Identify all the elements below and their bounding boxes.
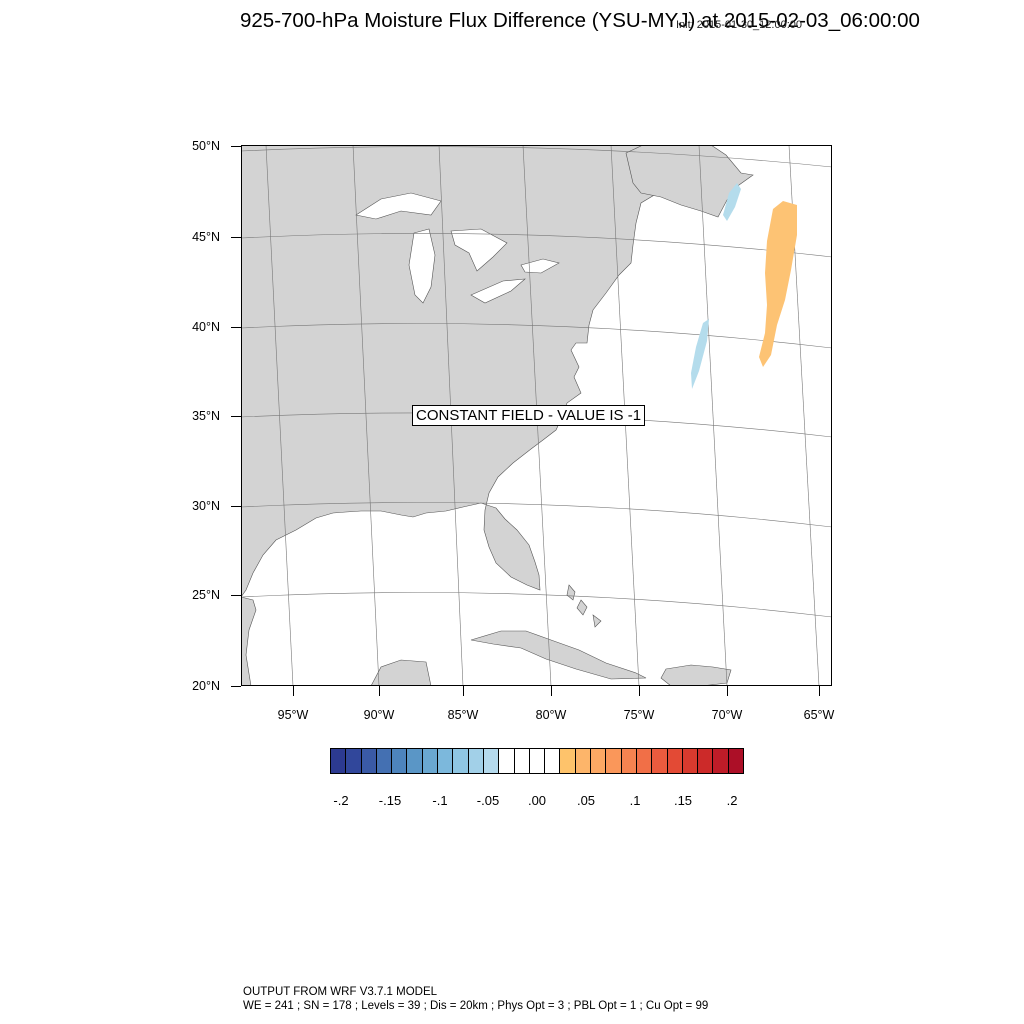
lat-tick xyxy=(231,416,241,417)
lat-label: 50°N xyxy=(192,139,220,153)
colorbar-label: .00 xyxy=(527,793,547,808)
great-lakes xyxy=(355,192,560,304)
colorbar-cell xyxy=(728,749,744,773)
init-time-label: Init: 2015-01-30_12:00:00 xyxy=(676,19,802,31)
hispaniola-island xyxy=(660,664,732,686)
flux-anomaly-contours xyxy=(691,183,797,389)
colorbar-label: .2 xyxy=(726,793,738,808)
positive-anomaly-offshore xyxy=(759,201,797,367)
colorbar-cell xyxy=(591,749,607,773)
colorbar-label: .15 xyxy=(673,793,693,808)
yucatan-land xyxy=(370,659,432,686)
lat-label: 30°N xyxy=(192,499,220,513)
colorbar-cell xyxy=(468,749,484,773)
lon-tick xyxy=(727,686,728,696)
colorbar-label: -.15 xyxy=(378,793,402,808)
north-america-land xyxy=(241,145,697,598)
negative-anomaly-offshore xyxy=(691,319,709,389)
colorbar-cell xyxy=(483,749,500,773)
lon-tick xyxy=(379,686,380,696)
colorbar-cell xyxy=(560,749,576,773)
colorbar-cell xyxy=(636,749,653,773)
lat-tick xyxy=(231,327,241,328)
bahamas-islands xyxy=(566,584,602,628)
lon-label: 65°W xyxy=(803,708,835,722)
lat-label: 25°N xyxy=(192,588,220,602)
lat-tick xyxy=(231,237,241,238)
colorbar-cell xyxy=(407,749,423,773)
colorbar-cell xyxy=(331,749,347,773)
cuba-island xyxy=(470,630,647,680)
lat-label: 35°N xyxy=(192,409,220,423)
colorbar-cell xyxy=(438,749,454,773)
colorbar-cell xyxy=(422,749,439,773)
land-layer xyxy=(241,145,754,686)
colorbar-cell xyxy=(713,749,729,773)
colorbar-cell xyxy=(453,749,469,773)
lake-ontario xyxy=(520,258,560,274)
map-panel xyxy=(241,145,832,686)
lat-label: 20°N xyxy=(192,679,220,693)
lat-tick xyxy=(231,595,241,596)
footer-line-1: OUTPUT FROM WRF V3.7.1 MODEL xyxy=(243,986,438,998)
lat-tick xyxy=(231,506,241,507)
model-info-footer: OUTPUT FROM WRF V3.7.1 MODEL WE = 241 ; … xyxy=(243,985,708,1013)
colorbar xyxy=(330,748,744,774)
lon-tick xyxy=(551,686,552,696)
atlantic-canada-land xyxy=(625,145,754,218)
lon-tick xyxy=(639,686,640,696)
lon-label: 85°W xyxy=(447,708,479,722)
lon-label: 90°W xyxy=(363,708,395,722)
colorbar-label: .1 xyxy=(629,793,641,808)
lon-tick xyxy=(463,686,464,696)
colorbar-cell xyxy=(361,749,377,773)
lat-label: 45°N xyxy=(192,230,220,244)
map-canvas xyxy=(241,145,832,686)
lat-tick xyxy=(231,686,241,687)
lake-superior xyxy=(355,192,442,220)
colorbar-cell xyxy=(698,749,714,773)
colorbar-cell xyxy=(575,749,592,773)
constant-field-label: CONSTANT FIELD - VALUE IS -1 xyxy=(412,405,646,426)
colorbar-cell xyxy=(392,749,408,773)
colorbar-label: -.05 xyxy=(476,793,500,808)
lon-label: 95°W xyxy=(277,708,309,722)
colorbar-cell xyxy=(606,749,622,773)
colorbar-cell xyxy=(529,749,546,773)
colorbar-cell xyxy=(667,749,683,773)
colorbar-cell xyxy=(499,749,515,773)
colorbar-label: .05 xyxy=(576,793,596,808)
footer-line-2: WE = 241 ; SN = 178 ; Levels = 39 ; Dis … xyxy=(243,1000,709,1012)
mexico-coast-land xyxy=(241,596,257,686)
graticule xyxy=(241,145,832,686)
colorbar-cell xyxy=(545,749,561,773)
lon-label: 80°W xyxy=(535,708,567,722)
lake-erie xyxy=(470,278,526,304)
colorbar-cell xyxy=(346,749,362,773)
lat-label: 40°N xyxy=(192,320,220,334)
lon-tick xyxy=(819,686,820,696)
lake-huron xyxy=(450,228,508,272)
colorbar-cell xyxy=(514,749,530,773)
lat-tick xyxy=(231,146,241,147)
lon-label: 70°W xyxy=(711,708,743,722)
plot-title: 925-700-hPa Moisture Flux Difference (YS… xyxy=(240,9,920,32)
colorbar-label: -.1 xyxy=(432,793,448,808)
lon-label: 75°W xyxy=(623,708,655,722)
colorbar-cell xyxy=(682,749,699,773)
colorbar-label: -.2 xyxy=(333,793,349,808)
colorbar-cell xyxy=(621,749,637,773)
colorbar-cell xyxy=(376,749,393,773)
negative-anomaly-nova-scotia xyxy=(723,183,741,221)
colorbar-cell xyxy=(652,749,668,773)
lon-tick xyxy=(293,686,294,696)
